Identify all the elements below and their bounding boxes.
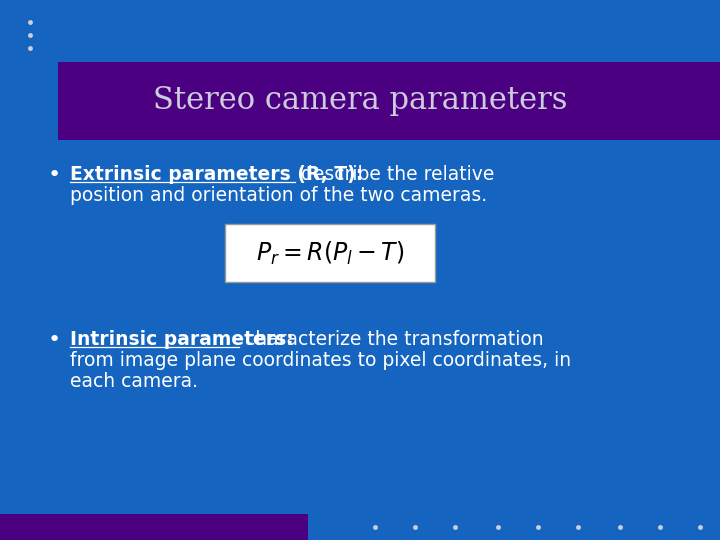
Text: describe the relative: describe the relative bbox=[295, 165, 495, 184]
Text: •: • bbox=[48, 330, 61, 350]
Bar bbox=[58, 62, 720, 140]
Text: from image plane coordinates to pixel coordinates, in: from image plane coordinates to pixel co… bbox=[70, 351, 571, 370]
FancyBboxPatch shape bbox=[225, 224, 435, 282]
Text: position and orientation of the two cameras.: position and orientation of the two came… bbox=[70, 186, 487, 205]
Text: each camera.: each camera. bbox=[70, 372, 198, 391]
Text: $P_r = R(P_l - T)$: $P_r = R(P_l - T)$ bbox=[256, 239, 404, 267]
Text: characterize the transformation: characterize the transformation bbox=[239, 330, 544, 349]
Bar bbox=[0, 514, 308, 540]
Text: Intrinsic parameters:: Intrinsic parameters: bbox=[70, 330, 294, 349]
Text: Stereo camera parameters: Stereo camera parameters bbox=[153, 84, 567, 116]
Text: •: • bbox=[48, 165, 61, 185]
Text: Extrinsic parameters (R, T):: Extrinsic parameters (R, T): bbox=[70, 165, 364, 184]
